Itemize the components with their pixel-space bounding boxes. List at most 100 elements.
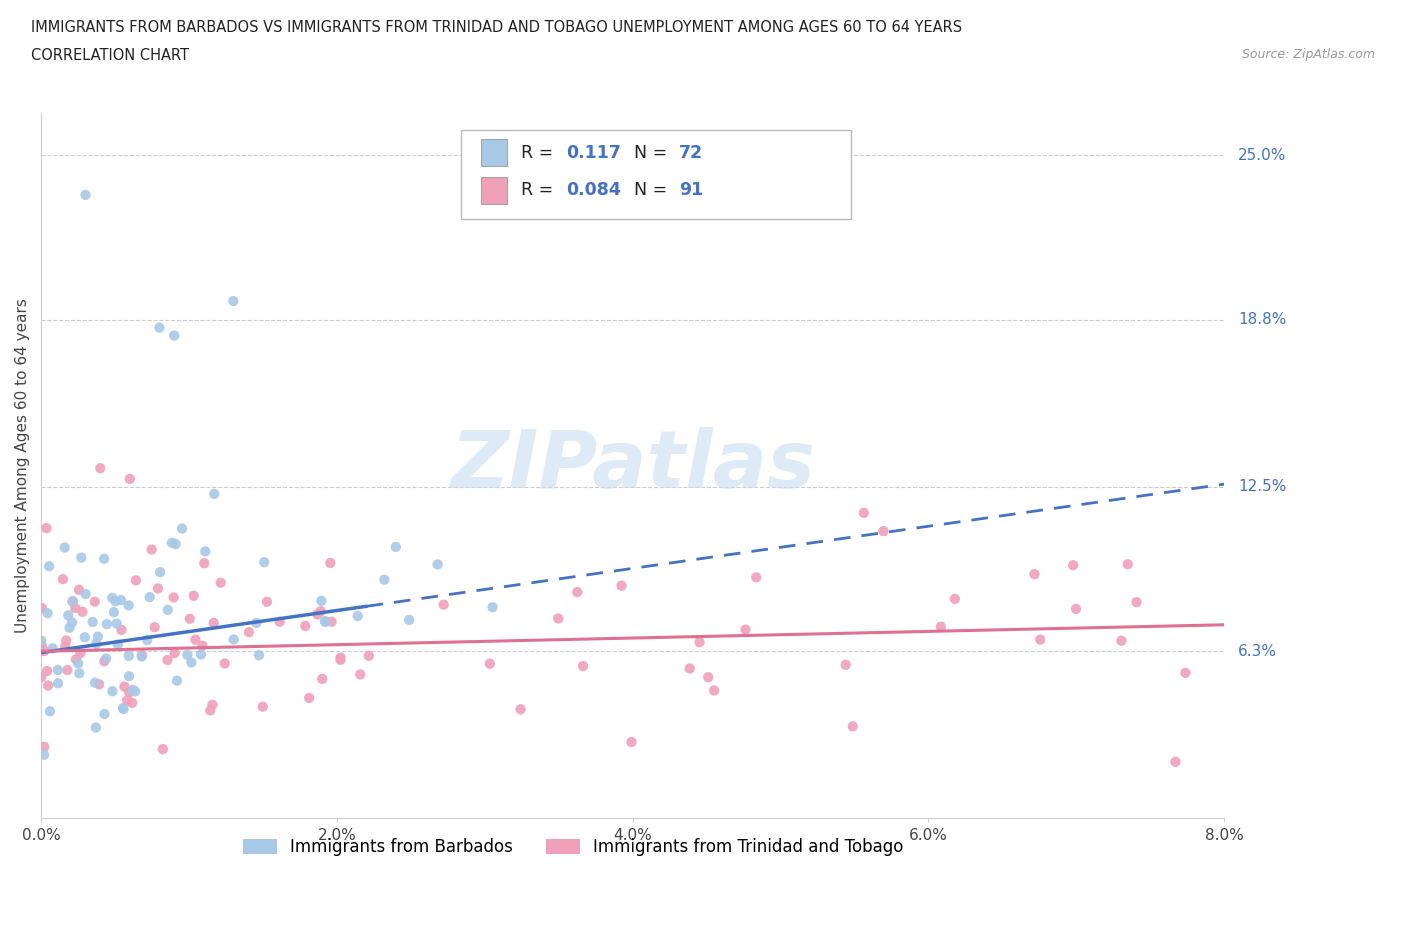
Point <box>65 601 87 616</box>
Text: 18.8%: 18.8% <box>1239 312 1286 327</box>
Point <box>703 683 725 698</box>
Point <box>321 614 343 629</box>
Point <box>93 654 115 669</box>
Point <box>67 656 90 671</box>
Point <box>256 594 278 609</box>
Point <box>115 693 138 708</box>
Point <box>1024 566 1046 581</box>
Point <box>252 699 274 714</box>
Text: 25.0%: 25.0% <box>1239 148 1286 163</box>
Point <box>349 667 371 682</box>
Point <box>176 647 198 662</box>
Point <box>35 664 58 679</box>
Point <box>307 607 329 622</box>
Point <box>84 636 107 651</box>
Point <box>46 676 69 691</box>
Point <box>294 618 316 633</box>
Point <box>114 679 136 694</box>
Point <box>62 593 84 608</box>
Point <box>107 637 129 652</box>
Point <box>194 544 217 559</box>
Point <box>170 521 193 536</box>
Point <box>39 704 62 719</box>
Point <box>121 696 143 711</box>
Point <box>200 703 222 718</box>
Point <box>269 614 291 629</box>
Point <box>75 188 97 203</box>
Point <box>567 585 589 600</box>
Point <box>38 559 60 574</box>
Point <box>183 589 205 604</box>
Text: 6.3%: 6.3% <box>1239 644 1277 658</box>
Point <box>547 611 569 626</box>
Point <box>84 720 107 735</box>
Point <box>842 719 865 734</box>
Point <box>131 648 153 663</box>
Point <box>82 615 104 630</box>
Point <box>202 486 225 501</box>
Point <box>37 678 59 693</box>
Point <box>31 638 53 653</box>
Point <box>179 611 201 626</box>
Point <box>110 592 132 607</box>
Point <box>65 652 87 667</box>
Point <box>131 649 153 664</box>
Point <box>734 622 756 637</box>
Point <box>298 690 321 705</box>
Point <box>118 669 141 684</box>
Point <box>156 603 179 618</box>
Point <box>87 677 110 692</box>
Legend: Immigrants from Barbados, Immigrants from Trinidad and Tobago: Immigrants from Barbados, Immigrants fro… <box>236 831 910 863</box>
Point <box>87 630 110 644</box>
Point <box>180 655 202 670</box>
Point <box>73 630 96 644</box>
Text: R =: R = <box>522 144 560 162</box>
Point <box>572 658 595 673</box>
Text: N =: N = <box>634 181 672 199</box>
Point <box>163 645 186 660</box>
Point <box>32 644 55 658</box>
FancyBboxPatch shape <box>461 130 852 219</box>
Point <box>110 622 132 637</box>
Point <box>112 701 135 716</box>
Point <box>152 741 174 756</box>
Point <box>329 653 352 668</box>
Point <box>121 683 143 698</box>
Text: 0.117: 0.117 <box>567 144 621 162</box>
Point <box>398 613 420 628</box>
Point <box>124 684 146 698</box>
Text: 12.5%: 12.5% <box>1239 479 1286 494</box>
Point <box>247 648 270 663</box>
Point <box>1062 558 1084 573</box>
Point <box>118 648 141 663</box>
Point <box>214 656 236 671</box>
Text: N =: N = <box>634 144 672 162</box>
Point <box>166 673 188 688</box>
Point <box>385 539 408 554</box>
Point <box>83 594 105 609</box>
Point <box>118 685 141 700</box>
Point <box>357 648 380 663</box>
Point <box>31 601 53 616</box>
Point <box>32 747 55 762</box>
Point <box>872 524 894 538</box>
Point <box>37 605 59 620</box>
Point <box>1164 754 1187 769</box>
Point <box>1174 666 1197 681</box>
Point <box>118 472 141 486</box>
Point <box>148 320 170 335</box>
Text: 91: 91 <box>679 181 703 199</box>
Point <box>94 651 117 666</box>
Point <box>163 328 186 343</box>
Point <box>118 598 141 613</box>
Point <box>311 671 333 686</box>
Point <box>30 633 52 648</box>
Point <box>309 604 332 618</box>
Point <box>75 587 97 602</box>
Point <box>105 617 128 631</box>
Point <box>41 641 63 656</box>
Point <box>101 684 124 698</box>
Point <box>93 551 115 566</box>
Point <box>943 591 966 606</box>
Point <box>1029 632 1052 647</box>
